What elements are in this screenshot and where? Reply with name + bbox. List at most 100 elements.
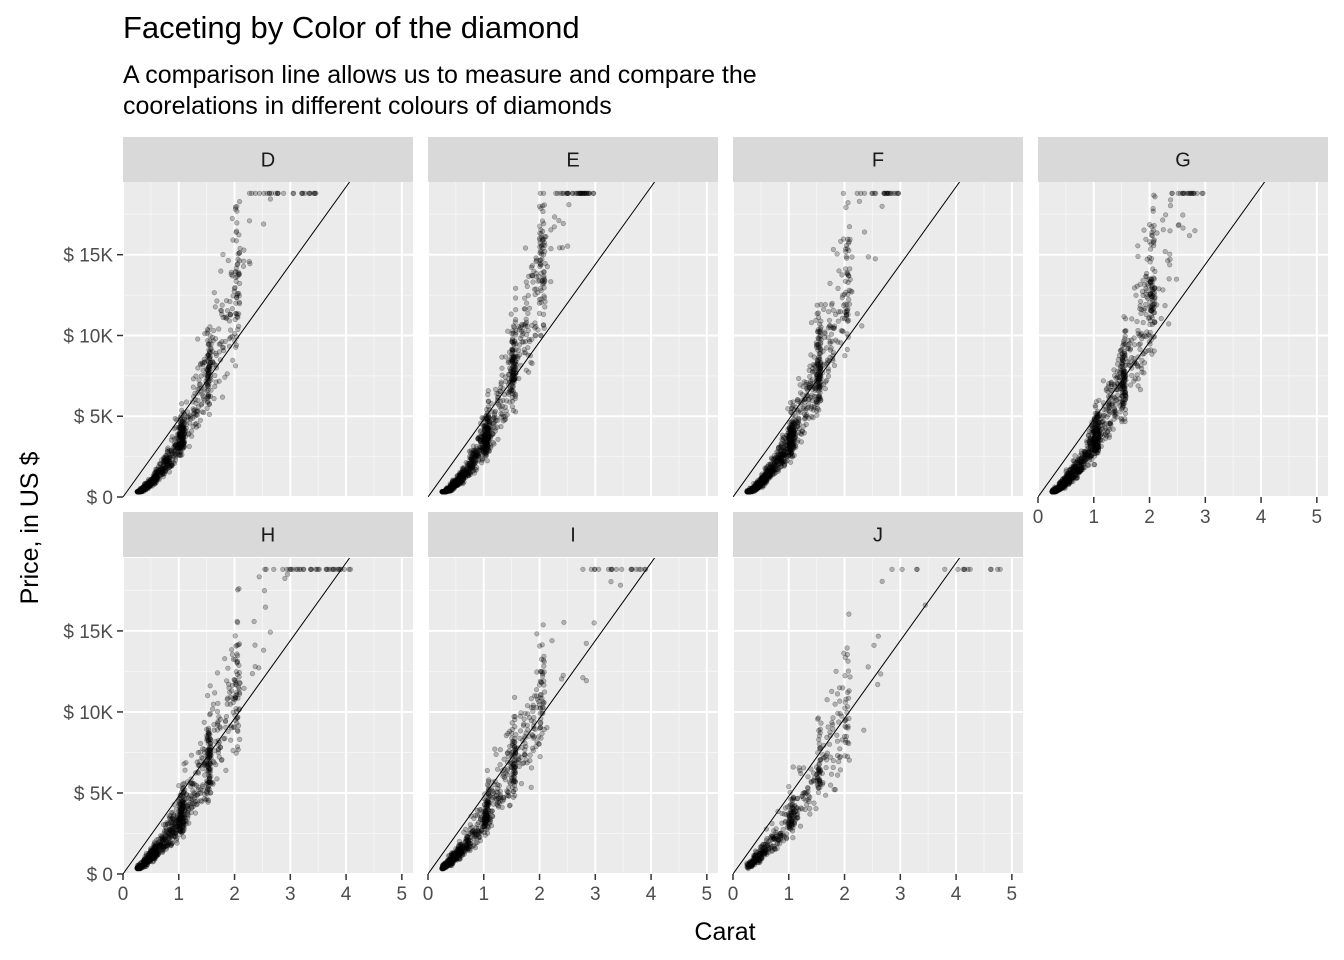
data-point xyxy=(440,489,446,495)
data-point xyxy=(451,483,457,489)
data-point xyxy=(759,476,765,482)
data-point xyxy=(180,441,186,447)
data-point xyxy=(466,470,472,476)
data-point xyxy=(486,422,492,428)
data-point xyxy=(246,218,253,224)
data-point xyxy=(1137,303,1143,309)
data-point xyxy=(482,440,488,447)
data-point xyxy=(515,347,522,353)
data-point xyxy=(787,445,793,452)
data-point xyxy=(482,436,488,442)
data-point xyxy=(444,488,451,494)
data-point xyxy=(190,411,196,417)
data-point xyxy=(460,471,467,477)
data-point xyxy=(442,489,448,495)
data-point xyxy=(307,190,313,196)
data-point xyxy=(181,442,187,448)
data-point xyxy=(281,190,287,196)
data-point xyxy=(202,359,208,365)
data-point xyxy=(179,429,186,435)
data-point xyxy=(454,476,461,482)
data-point xyxy=(137,488,143,494)
data-point xyxy=(153,472,159,479)
data-point xyxy=(484,417,491,423)
data-point xyxy=(140,486,146,493)
data-point xyxy=(797,390,804,396)
data-point xyxy=(479,415,485,421)
data-point xyxy=(147,481,153,487)
data-point xyxy=(482,441,488,447)
data-point xyxy=(746,488,752,494)
data-point xyxy=(785,453,792,459)
data-point xyxy=(509,387,515,393)
data-point xyxy=(1135,383,1141,389)
data-point xyxy=(467,453,473,460)
data-point xyxy=(177,426,183,432)
data-point xyxy=(137,487,143,493)
data-point xyxy=(499,411,506,417)
data-point xyxy=(139,488,145,494)
data-point xyxy=(507,399,513,405)
data-point xyxy=(153,472,159,479)
data-point xyxy=(139,487,145,493)
data-point xyxy=(497,388,503,395)
data-point xyxy=(236,272,242,278)
data-point xyxy=(485,432,491,438)
data-point xyxy=(843,305,849,311)
data-point xyxy=(168,448,174,455)
data-point xyxy=(443,485,449,492)
data-point xyxy=(163,457,169,463)
data-point xyxy=(1091,425,1097,431)
data-point xyxy=(135,489,141,495)
data-point xyxy=(482,439,488,445)
data-point xyxy=(457,472,463,479)
data-point xyxy=(472,448,478,454)
data-point xyxy=(849,254,855,260)
data-point xyxy=(147,482,153,488)
data-point xyxy=(145,482,151,488)
data-point xyxy=(183,425,189,432)
data-point xyxy=(206,366,212,372)
data-point xyxy=(178,443,185,450)
data-point xyxy=(160,474,166,480)
data-point xyxy=(790,399,796,405)
data-point xyxy=(446,485,452,491)
data-point xyxy=(144,485,150,491)
data-point xyxy=(145,483,151,490)
data-point xyxy=(509,359,516,365)
data-point xyxy=(169,461,175,467)
data-point xyxy=(489,431,495,437)
data-point xyxy=(153,479,160,485)
data-point xyxy=(1135,253,1141,259)
data-point xyxy=(180,425,186,432)
data-point xyxy=(275,190,281,196)
data-point xyxy=(233,274,239,281)
data-point xyxy=(166,455,172,461)
data-point xyxy=(478,440,484,446)
data-point xyxy=(210,360,216,366)
data-point xyxy=(808,404,815,410)
data-point xyxy=(513,358,519,364)
data-point xyxy=(836,268,842,274)
data-point xyxy=(541,236,547,242)
data-point xyxy=(873,190,879,196)
data-point xyxy=(136,489,142,495)
data-point xyxy=(178,442,184,448)
data-point xyxy=(1122,416,1128,422)
data-point xyxy=(509,351,515,357)
data-point xyxy=(249,670,255,677)
data-point xyxy=(472,453,478,459)
data-point xyxy=(440,489,446,495)
data-point xyxy=(211,396,217,402)
data-point xyxy=(440,489,446,495)
data-point xyxy=(138,488,144,494)
data-point xyxy=(205,370,211,376)
data-point xyxy=(456,480,462,486)
data-point xyxy=(468,466,474,472)
data-point xyxy=(454,481,460,487)
data-point xyxy=(499,354,505,360)
data-point xyxy=(484,439,490,445)
data-point xyxy=(809,369,816,375)
data-point xyxy=(266,190,273,196)
data-point xyxy=(484,458,490,464)
